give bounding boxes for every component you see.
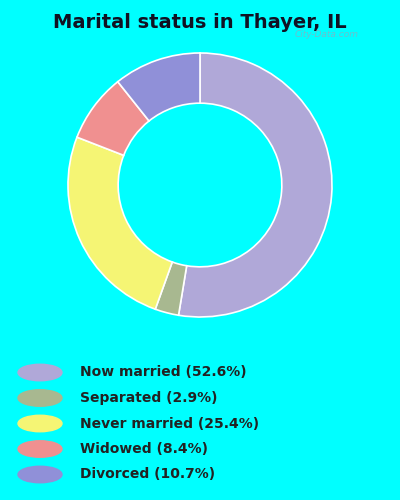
- Circle shape: [18, 390, 62, 406]
- Wedge shape: [155, 262, 187, 315]
- Text: Separated (2.9%): Separated (2.9%): [80, 391, 218, 405]
- Wedge shape: [118, 53, 200, 121]
- Wedge shape: [68, 137, 172, 309]
- Circle shape: [18, 441, 62, 457]
- Text: Never married (25.4%): Never married (25.4%): [80, 416, 259, 430]
- Circle shape: [18, 415, 62, 432]
- Circle shape: [18, 364, 62, 381]
- Text: Divorced (10.7%): Divorced (10.7%): [80, 468, 215, 481]
- Text: Widowed (8.4%): Widowed (8.4%): [80, 442, 208, 456]
- Wedge shape: [178, 53, 332, 317]
- Text: City-Data.com: City-Data.com: [294, 30, 358, 39]
- Circle shape: [18, 466, 62, 483]
- Text: Now married (52.6%): Now married (52.6%): [80, 366, 247, 380]
- Wedge shape: [77, 82, 149, 156]
- Text: Marital status in Thayer, IL: Marital status in Thayer, IL: [53, 12, 347, 32]
